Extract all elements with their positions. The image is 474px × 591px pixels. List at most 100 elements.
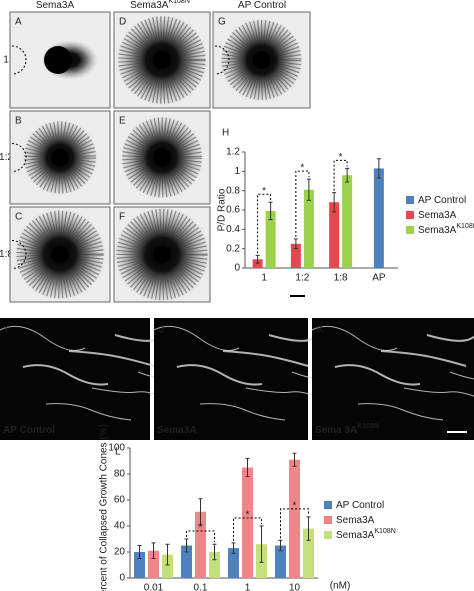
axon (68, 350, 155, 367)
x-tick-label: 0.01 (144, 583, 164, 591)
legend-label-base: Sema3A (418, 225, 457, 236)
y-tick-label: 100 (108, 443, 125, 454)
row-label: 1:2 (0, 152, 13, 163)
error-bar (292, 452, 297, 467)
bar (195, 511, 206, 578)
legend-label-base: Sema3A (336, 530, 375, 541)
significance-bracket (333, 159, 348, 191)
bar (228, 548, 239, 578)
y-tick-label: 20 (114, 547, 126, 558)
significance-bracket (257, 193, 272, 254)
error-bar (151, 542, 156, 559)
y-axis-label: P/D Ratio (217, 188, 228, 231)
axon (45, 403, 132, 421)
legend-label: Sema3AK108N (336, 528, 396, 541)
explant-core (51, 148, 69, 167)
panel-letter: J (159, 325, 164, 336)
error-bar (376, 158, 381, 179)
axon (334, 364, 421, 386)
axon (222, 350, 309, 367)
legend-swatch (324, 516, 332, 524)
y-tick-label: 40 (114, 521, 126, 532)
bar (162, 554, 173, 578)
image-caption: Sema3A (157, 425, 196, 436)
panel-letter: A (15, 17, 22, 28)
column-header: Sema3AK108N (130, 0, 190, 11)
image-caption: Sema 3AK108N (315, 423, 379, 436)
panel-letter: E (119, 116, 126, 127)
bar (290, 243, 301, 268)
panel-letter: G (218, 17, 226, 28)
error-bar (231, 542, 236, 554)
explant-core (153, 148, 171, 167)
axon (357, 403, 444, 421)
significance-label: * (262, 186, 266, 197)
x-tick-label: 1 (261, 273, 267, 284)
legend-swatch (406, 226, 414, 234)
axon (0, 325, 86, 351)
error-bar (259, 525, 264, 563)
column-header: Sema3A (36, 0, 75, 11)
bar (275, 545, 286, 578)
x-tick-label: 1:2 (295, 273, 309, 284)
source-outline (11, 143, 27, 172)
axon-fibers (118, 16, 206, 104)
significance-label: * (293, 501, 297, 512)
y-tick-label: 0.2 (226, 243, 240, 254)
x-axis-label: (nM) (330, 581, 351, 591)
column-header-base: Sema3A (130, 0, 169, 11)
x-tick-label: 1 (245, 583, 251, 591)
micrograph (0, 318, 150, 440)
error-bar (306, 516, 311, 541)
y-tick-label: 60 (114, 495, 126, 506)
legend-label-sup: K108N (456, 223, 474, 230)
axon (426, 334, 474, 342)
legend-label: AP Control (336, 500, 384, 511)
legend-swatch (406, 211, 414, 219)
row-label: 1:8 (0, 249, 13, 260)
error-bar (245, 457, 250, 478)
panel-letter: B (15, 116, 22, 127)
significance-label: * (300, 163, 304, 174)
axon (176, 364, 263, 386)
legend-swatch (324, 501, 332, 509)
significance-bracket (280, 508, 309, 539)
column-header-sup: K108N (168, 0, 189, 5)
bar (342, 175, 353, 268)
explant-core (153, 51, 171, 69)
error-bar (306, 178, 311, 201)
legend-label: AP Control (418, 195, 466, 206)
panel-letter: F (119, 212, 125, 223)
error-bar (184, 538, 189, 553)
y-tick-label: 0.8 (226, 185, 240, 196)
error-bar (198, 498, 203, 526)
y-tick-label: 1 (234, 166, 240, 177)
source-outline (11, 240, 27, 269)
error-bar (268, 201, 273, 221)
axon (153, 325, 240, 351)
axon-fibers (116, 208, 208, 301)
explant-core (51, 245, 69, 264)
axon (22, 364, 109, 386)
legend-swatch (324, 531, 332, 539)
column-header-base: AP Control (238, 0, 286, 11)
axon-fibers (16, 210, 104, 299)
legend-swatch (406, 196, 414, 204)
panel-letter: C (15, 212, 22, 223)
bar (148, 550, 159, 578)
error-bar (278, 539, 283, 552)
error-bar (165, 543, 170, 566)
y-tick-label: 1.2 (226, 147, 240, 158)
source-outline (11, 45, 27, 75)
error-bar (345, 167, 350, 183)
panel-letter: L (115, 447, 121, 458)
y-axis-label: Percent of Collapsed Growth Cones (%) (99, 424, 110, 591)
row-label: 1 (3, 55, 9, 66)
panel-letter: K (317, 325, 324, 336)
bar (181, 545, 192, 578)
explant-core (153, 245, 171, 264)
explant-core (44, 46, 72, 74)
panel-letter: H (222, 128, 229, 139)
significance-label: * (339, 152, 343, 163)
legend-label: Sema3AK108N (418, 223, 474, 236)
